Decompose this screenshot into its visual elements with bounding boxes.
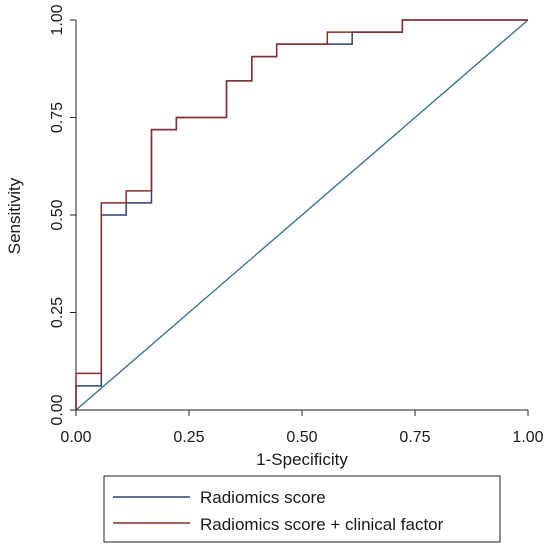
legend-box: [103, 475, 501, 543]
plot-area: 0.00 0.25 0.50 0.75 1.00 0.00 0.25 0.50 0.75 1.00: [49, 4, 544, 446]
y-tick-label-1: 0.25: [49, 297, 66, 328]
y-axis-title: Sensitivity: [5, 177, 24, 254]
x-axis-title: 1-Specificity: [256, 450, 348, 469]
x-tick-label-3: 0.75: [399, 429, 430, 446]
y-tick-label-4: 1.00: [49, 4, 66, 35]
reference-diagonal-line: [75, 19, 529, 411]
y-tick-label-3: 0.75: [49, 102, 66, 133]
y-tick-label-2: 0.50: [49, 199, 66, 230]
legend: Radiomics score Radiomics score + clinic…: [103, 475, 501, 543]
x-tick-label-1: 0.25: [173, 429, 204, 446]
roc-curve-radiomics-clinical: [75, 19, 528, 410]
legend-label-radiomics-clinical: Radiomics score + clinical factor: [200, 515, 444, 534]
x-tick-label-4: 1.00: [512, 429, 543, 446]
legend-label-radiomics-score: Radiomics score: [200, 488, 326, 507]
x-tick-label-2: 0.50: [286, 429, 317, 446]
x-tick-label-0: 0.00: [60, 429, 91, 446]
y-tick-label-0: 0.00: [49, 394, 66, 425]
